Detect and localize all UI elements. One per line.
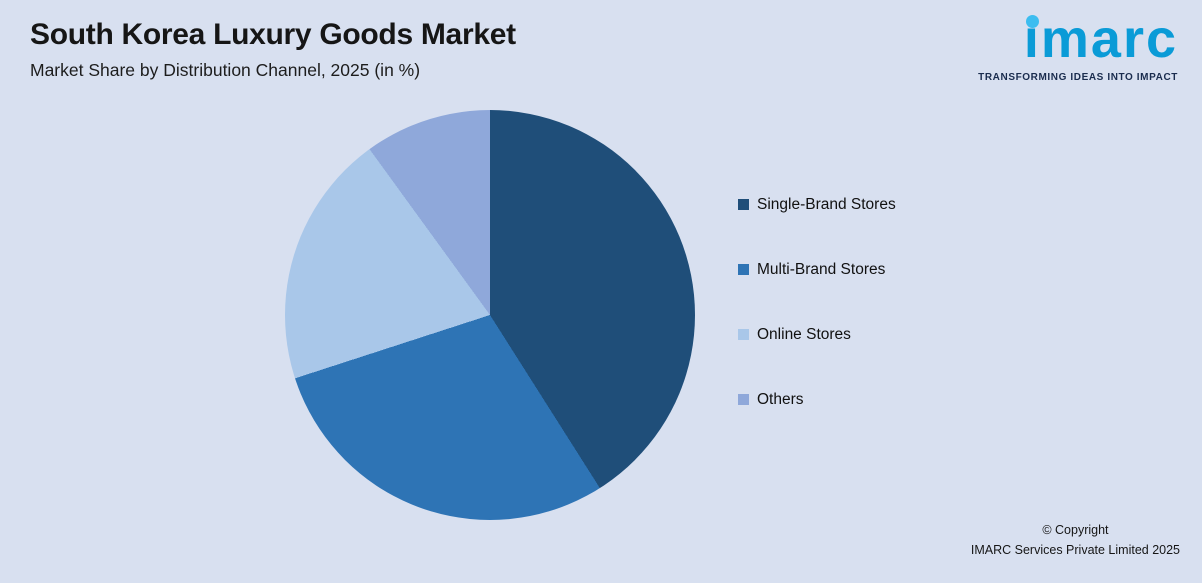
- copyright-line2: IMARC Services Private Limited 2025: [970, 543, 1180, 558]
- legend-label: Online Stores: [757, 325, 851, 343]
- imarc-logo-dot-icon: [1025, 15, 1039, 28]
- legend-swatch: [738, 264, 749, 275]
- legend-label: Others: [757, 390, 804, 408]
- pie-chart: [285, 110, 695, 520]
- legend-item: Online Stores: [738, 324, 896, 345]
- header: South Korea Luxury Goods Market Market S…: [30, 18, 516, 81]
- legend-item: Others: [738, 389, 896, 410]
- chart-legend: Single-Brand Stores Multi-Brand Stores O…: [738, 194, 896, 454]
- page-title: South Korea Luxury Goods Market: [30, 18, 516, 51]
- imarc-logo-text: imarc: [1023, 9, 1178, 69]
- page-subtitle: Market Share by Distribution Channel, 20…: [30, 60, 421, 80]
- legend-swatch: [738, 329, 749, 340]
- legend-label: Multi-Brand Stores: [757, 260, 886, 278]
- copyright-line1: © Copyright: [1042, 522, 1109, 537]
- imarc-logo: imarc TRANSFORMING IDEAS INTO IMPACT: [978, 8, 1178, 83]
- legend-item: Multi-Brand Stores: [738, 259, 896, 280]
- imarc-logo-tagline: TRANSFORMING IDEAS INTO IMPACT: [978, 72, 1178, 84]
- legend-swatch: [738, 394, 749, 405]
- legend-swatch: [738, 199, 749, 210]
- legend-label: Single-Brand Stores: [757, 195, 896, 213]
- copyright-notice: © Copyright IMARC Services Private Limit…: [971, 520, 1180, 561]
- legend-item: Single-Brand Stores: [738, 194, 896, 215]
- imarc-logo-wordmark: imarc: [1024, 8, 1178, 70]
